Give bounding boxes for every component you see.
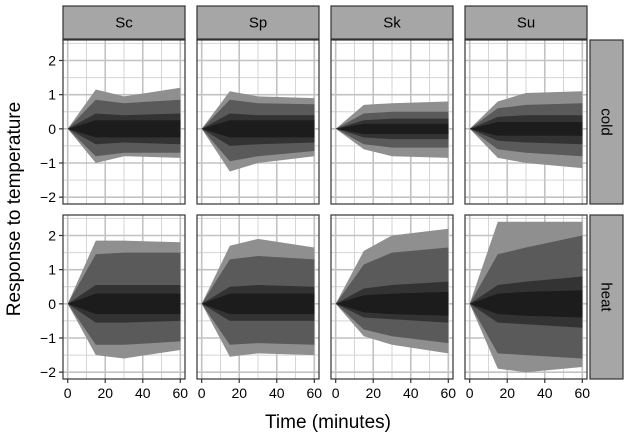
x-tick-label: 40 — [269, 385, 285, 401]
panel-border — [464, 214, 588, 380]
bands — [335, 228, 449, 354]
y-tick-label: 0 — [48, 121, 56, 137]
x-tick-label: 40 — [135, 385, 151, 401]
x-tick-label: 20 — [97, 385, 113, 401]
y-tick-label: 1 — [48, 262, 56, 278]
strip-background — [196, 5, 320, 40]
y-tick-label: 2 — [48, 228, 56, 244]
x-tick-label: 40 — [403, 385, 419, 401]
strip-label: heat — [598, 282, 615, 312]
interval-band-4 — [67, 120, 181, 138]
panel-border — [196, 214, 320, 380]
panel-border — [62, 214, 186, 380]
x-tick-label: 60 — [441, 385, 457, 401]
x-tick-label: 20 — [231, 385, 247, 401]
x-tick-label: 40 — [537, 385, 553, 401]
x-tick-label: 0 — [466, 385, 474, 401]
bands — [469, 91, 583, 169]
y-tick-label: 2 — [48, 53, 56, 69]
x-tick-label: 0 — [64, 385, 72, 401]
x-tick-label: 60 — [307, 385, 323, 401]
strip-background — [589, 39, 624, 205]
strip-background — [589, 214, 624, 380]
panel-border — [464, 39, 588, 205]
x-tick-label: 20 — [365, 385, 381, 401]
panels-layer — [62, 39, 588, 380]
panel-border — [62, 39, 186, 205]
x-tick-label: 60 — [575, 385, 591, 401]
interval-band-4 — [201, 293, 315, 315]
interval-band-4 — [67, 293, 181, 315]
strip-Sk: Sk — [330, 5, 454, 40]
strip-Sc: Sc — [62, 5, 186, 40]
panel-heat-Su — [464, 214, 588, 380]
bands — [469, 221, 583, 373]
interval-band-4 — [335, 123, 449, 134]
panel-border — [330, 39, 454, 205]
x-tick-label: 0 — [198, 385, 206, 401]
panel-cold-Sc — [62, 39, 186, 205]
panel-heat-Sk — [330, 214, 454, 380]
strip-label: Sp — [249, 15, 267, 32]
y-tick-label: 0 — [48, 296, 56, 312]
bands — [201, 91, 315, 172]
panel-border — [196, 39, 320, 205]
strip-background — [464, 5, 588, 40]
strip-label: Sc — [115, 15, 133, 32]
strip-cold: cold — [589, 39, 624, 205]
strip-background — [330, 5, 454, 40]
panel-cold-Sk — [330, 39, 454, 205]
interval-band-4 — [469, 122, 583, 136]
bands — [335, 101, 449, 158]
strip-label: Sk — [383, 15, 401, 32]
strip-background — [62, 5, 186, 40]
panel-border — [330, 214, 454, 380]
y-tick-label: −1 — [40, 330, 56, 346]
y-axis-title: Response to temperature — [4, 102, 25, 316]
interval-band-4 — [469, 290, 583, 318]
y-tick-label: 1 — [48, 87, 56, 103]
strip-label: cold — [598, 108, 615, 136]
strip-label: Su — [517, 15, 535, 32]
strip-Su: Su — [464, 5, 588, 40]
panel-cold-Su — [464, 39, 588, 205]
bands — [67, 240, 181, 359]
y-tick-label: −1 — [40, 155, 56, 171]
y-tick-label: −2 — [40, 189, 56, 205]
strip-heat: heat — [589, 214, 624, 380]
bands — [67, 87, 181, 163]
x-tick-label: 20 — [499, 385, 515, 401]
x-tick-label: 0 — [332, 385, 340, 401]
interval-band-4 — [201, 120, 315, 138]
y-tick-label: −2 — [40, 364, 56, 380]
panel-cold-Sp — [196, 39, 320, 205]
x-axis-title: Time (minutes) — [265, 412, 391, 433]
panel-heat-Sp — [196, 214, 320, 380]
x-tick-label: 60 — [173, 385, 189, 401]
strips-layer: Sc Sp Sk Su cold heat — [62, 5, 624, 380]
panel-heat-Sc — [62, 214, 186, 380]
strip-Sp: Sp — [196, 5, 320, 40]
bands — [201, 238, 315, 357]
interval-band-4 — [335, 291, 449, 316]
